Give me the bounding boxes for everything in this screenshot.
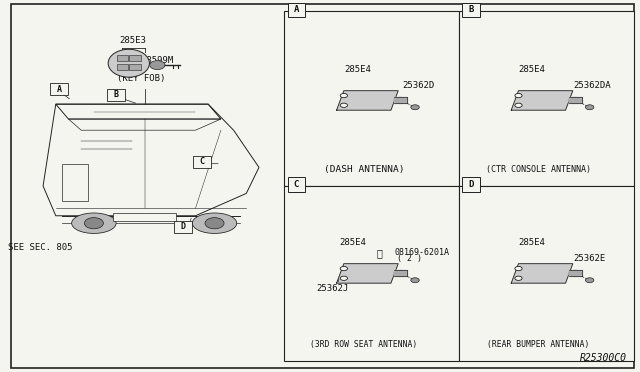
Bar [116,55,128,61]
Bar [394,270,407,276]
Text: SEE SEC. 805: SEE SEC. 805 [8,243,72,252]
Text: (CTR CONSOLE ANTENNA): (CTR CONSOLE ANTENNA) [486,165,591,174]
Circle shape [205,218,224,229]
Polygon shape [337,91,398,110]
Text: 285E4: 285E4 [344,65,371,74]
Ellipse shape [568,97,582,103]
FancyBboxPatch shape [12,4,634,368]
Bar [50,83,68,95]
Circle shape [586,278,594,283]
Circle shape [586,105,594,110]
Bar [62,164,88,201]
Circle shape [84,218,104,229]
Bar [129,55,141,61]
Text: Ⓢ: Ⓢ [377,248,383,258]
Text: C: C [294,180,299,189]
Text: (KEY FOB): (KEY FOB) [117,74,166,83]
Circle shape [411,278,419,283]
Bar [113,213,177,221]
Ellipse shape [192,213,237,234]
Text: 25362E: 25362E [573,254,605,263]
Bar [129,64,141,70]
Ellipse shape [394,270,407,276]
Text: C: C [199,157,204,166]
Bar [462,3,480,17]
Ellipse shape [108,49,149,77]
Polygon shape [511,264,573,283]
Circle shape [340,266,348,271]
Text: B: B [468,5,474,14]
Circle shape [340,276,348,280]
Bar [459,186,634,361]
Text: 285E4: 285E4 [518,238,545,247]
Circle shape [515,266,522,271]
Bar [459,11,634,186]
Bar [462,177,480,192]
Polygon shape [337,264,398,283]
Text: 25362DA: 25362DA [573,81,611,90]
Bar [568,270,582,276]
Bar [394,97,407,103]
Text: R25300C0: R25300C0 [580,353,627,363]
Text: 08169-6201A: 08169-6201A [394,248,449,257]
Bar [193,156,211,168]
Text: D: D [180,222,185,231]
Bar [287,3,305,17]
Circle shape [340,103,348,108]
Text: 28599M: 28599M [141,56,173,65]
Circle shape [150,61,165,70]
Bar [284,11,459,186]
Text: A: A [294,5,299,14]
Bar [108,89,125,101]
Circle shape [515,276,522,280]
Ellipse shape [72,213,116,234]
Ellipse shape [394,97,407,103]
Text: ( 2 ): ( 2 ) [397,254,422,263]
Text: B: B [114,90,118,99]
Circle shape [515,103,522,108]
Circle shape [411,105,419,110]
Text: D: D [468,180,474,189]
Ellipse shape [568,270,582,276]
Text: (REAR BUMPER ANTENNA): (REAR BUMPER ANTENNA) [487,340,589,349]
Text: 25362J: 25362J [316,284,348,293]
Bar [287,177,305,192]
Bar [284,186,459,361]
Bar [174,221,191,233]
Circle shape [515,93,522,98]
Bar [116,64,128,70]
Text: (DASH ANTENNA): (DASH ANTENNA) [323,165,404,174]
Text: 25362D: 25362D [402,81,434,90]
Text: 285E4: 285E4 [518,65,545,74]
Circle shape [340,93,348,98]
Text: 285E3: 285E3 [120,36,147,45]
Text: 285E4: 285E4 [340,238,367,247]
Text: (3RD ROW SEAT ANTENNA): (3RD ROW SEAT ANTENNA) [310,340,417,349]
Text: A: A [56,85,61,94]
Bar [568,97,582,103]
Polygon shape [511,91,573,110]
